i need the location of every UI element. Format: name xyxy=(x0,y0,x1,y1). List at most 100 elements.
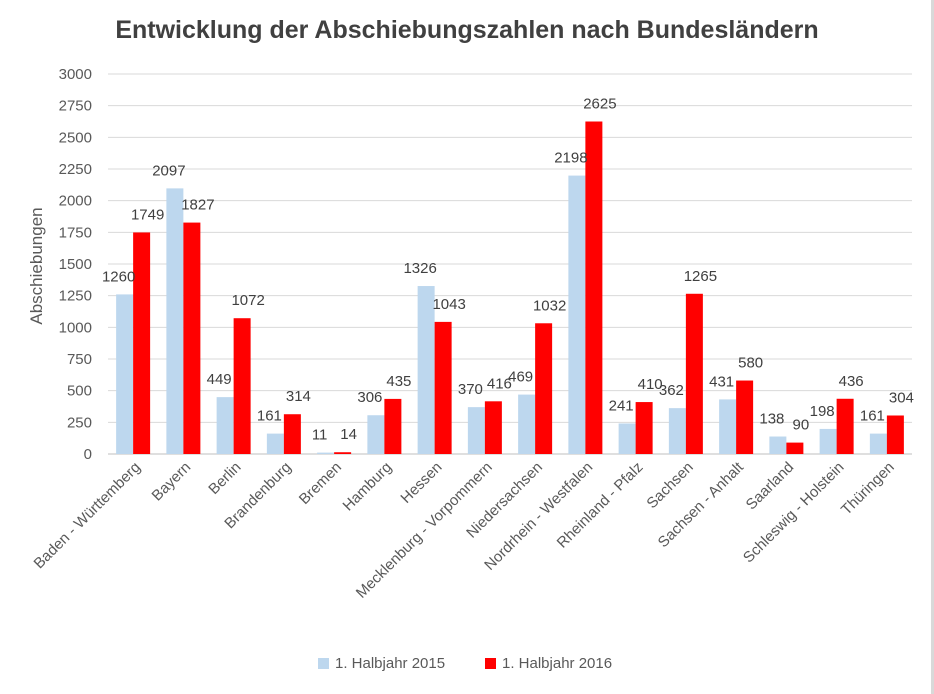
bar xyxy=(133,232,151,454)
bar xyxy=(484,401,502,454)
data-label: 1827 xyxy=(181,197,214,214)
data-label: 2198 xyxy=(554,150,587,167)
bar xyxy=(518,394,536,454)
data-label: 306 xyxy=(357,389,382,406)
data-label: 304 xyxy=(889,389,914,406)
bar xyxy=(618,423,636,454)
data-label: 449 xyxy=(207,371,232,388)
data-label: 362 xyxy=(659,382,684,399)
x-tick-label: Sachsen - Anhalt xyxy=(655,458,748,551)
x-tick-label: Rheinland - Pfalz xyxy=(554,459,647,552)
bar xyxy=(719,399,737,454)
y-tick-label: 2000 xyxy=(59,193,92,210)
bar xyxy=(266,433,284,454)
data-label: 11 xyxy=(312,427,328,444)
data-label: 90 xyxy=(793,417,810,434)
bar xyxy=(685,293,703,454)
data-label: 1032 xyxy=(533,297,566,314)
data-label: 1043 xyxy=(432,296,465,313)
data-label: 1260 xyxy=(102,268,135,285)
legend: 1. Halbjahr 2015 1. Halbjahr 2016 xyxy=(318,655,612,672)
y-tick-label: 1000 xyxy=(59,319,92,336)
data-label: 431 xyxy=(709,373,734,390)
bar xyxy=(334,452,352,454)
gridlines xyxy=(108,73,912,455)
data-label: 161 xyxy=(860,408,885,425)
data-label: 138 xyxy=(759,411,784,428)
bar xyxy=(216,397,234,454)
data-label: 416 xyxy=(487,375,512,392)
bar xyxy=(166,188,184,454)
bar xyxy=(283,414,301,454)
bar xyxy=(384,398,402,454)
bar xyxy=(668,408,686,454)
bar xyxy=(635,402,653,454)
data-label: 469 xyxy=(508,369,533,386)
y-tick-label: 750 xyxy=(67,351,92,368)
x-axis-ticks: Baden - Württemberg Bayern BerlinBrandenbu… xyxy=(31,458,898,601)
x-tick-label: Berlin xyxy=(205,459,244,498)
chart-title: Entwicklung der Abschiebungszahlen nach … xyxy=(115,16,819,44)
y-tick-label: 1250 xyxy=(59,288,92,305)
bar xyxy=(317,452,335,454)
legend-swatch xyxy=(318,658,329,669)
data-label: 410 xyxy=(638,376,663,393)
bar xyxy=(116,294,134,454)
bar xyxy=(736,380,754,454)
frame-edge xyxy=(931,0,934,694)
data-label: 580 xyxy=(738,355,763,372)
data-label: 2625 xyxy=(583,96,616,113)
x-tick-label: Schleswig - Holstein xyxy=(740,459,848,567)
x-tick-label: Baden - Württemberg xyxy=(31,459,144,572)
data-label: 435 xyxy=(386,373,411,390)
bar xyxy=(886,415,904,454)
data-label: 1265 xyxy=(684,268,717,285)
y-tick-label: 0 xyxy=(84,446,92,463)
data-label: 241 xyxy=(609,397,634,414)
y-axis-label: Abschiebungen xyxy=(27,207,46,324)
bar xyxy=(836,398,854,454)
y-tick-label: 1500 xyxy=(59,256,92,273)
bar xyxy=(535,323,553,454)
data-label: 1326 xyxy=(403,260,436,277)
data-label: 14 xyxy=(340,426,357,443)
bar xyxy=(568,175,586,454)
bar xyxy=(786,442,804,454)
x-tick-label: Thüringen xyxy=(838,459,898,519)
y-tick-label: 2500 xyxy=(59,129,92,146)
bar xyxy=(769,436,787,454)
bar xyxy=(183,222,201,454)
x-tick-label: Bayern xyxy=(149,459,195,505)
bar xyxy=(819,428,837,454)
bar xyxy=(585,121,603,454)
bar xyxy=(869,433,887,454)
data-label: 161 xyxy=(257,408,282,425)
y-tick-label: 3000 xyxy=(59,66,92,83)
x-tick-label: Hamburg xyxy=(340,459,396,515)
bar xyxy=(233,318,251,454)
y-tick-label: 2750 xyxy=(59,98,92,115)
y-tick-label: 1750 xyxy=(59,224,92,241)
bar xyxy=(367,415,385,454)
legend-swatch xyxy=(485,658,496,669)
y-tick-label: 2250 xyxy=(59,161,92,178)
data-label: 1749 xyxy=(131,206,164,223)
data-label: 436 xyxy=(839,373,864,390)
y-tick-label: 250 xyxy=(67,414,92,431)
bar xyxy=(467,407,485,454)
data-label: 1072 xyxy=(231,292,264,309)
data-label: 198 xyxy=(810,403,835,420)
data-label: 2097 xyxy=(152,162,185,179)
legend-label: 1. Halbjahr 2015 xyxy=(335,655,445,672)
legend-label: 1. Halbjahr 2016 xyxy=(502,655,612,672)
bar xyxy=(417,286,435,454)
x-tick-label: Bremen xyxy=(296,459,345,508)
y-tick-label: 500 xyxy=(67,383,92,400)
data-label: 370 xyxy=(458,381,483,398)
bars xyxy=(116,121,904,454)
data-label: 314 xyxy=(286,388,311,405)
bar xyxy=(434,321,452,454)
x-tick-label: Hessen xyxy=(397,459,445,507)
